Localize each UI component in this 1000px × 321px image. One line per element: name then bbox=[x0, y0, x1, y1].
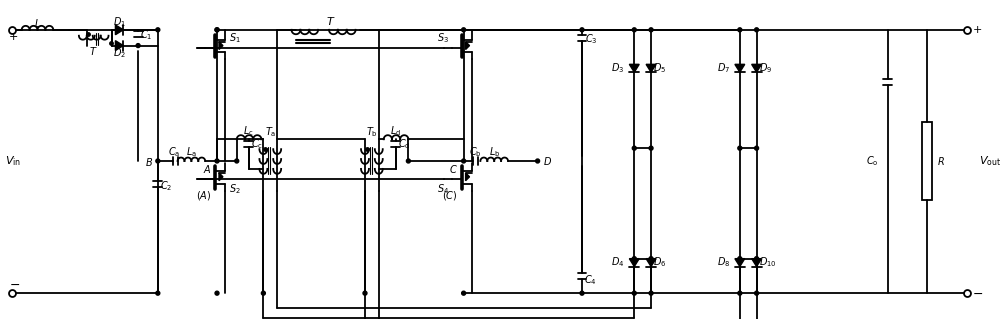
Text: $C_{\rm b}$: $C_{\rm b}$ bbox=[469, 145, 482, 159]
Text: $L_{\rm b}$: $L_{\rm b}$ bbox=[489, 145, 500, 159]
Circle shape bbox=[462, 159, 466, 163]
Text: +: + bbox=[9, 32, 18, 42]
Text: $C_{\rm c}$: $C_{\rm c}$ bbox=[251, 137, 264, 151]
Circle shape bbox=[406, 159, 410, 163]
Circle shape bbox=[755, 146, 759, 150]
Text: $-$: $-$ bbox=[972, 287, 983, 300]
Text: $T_{\rm a}$: $T_{\rm a}$ bbox=[265, 126, 276, 139]
Circle shape bbox=[215, 28, 219, 32]
Text: $D_7$: $D_7$ bbox=[717, 61, 730, 75]
Polygon shape bbox=[466, 42, 470, 49]
Circle shape bbox=[580, 28, 584, 32]
Text: $T$: $T$ bbox=[89, 46, 98, 57]
Circle shape bbox=[755, 28, 759, 32]
Text: $(A)$: $(A)$ bbox=[196, 189, 211, 202]
Text: $D_4$: $D_4$ bbox=[611, 256, 624, 270]
Circle shape bbox=[632, 146, 636, 150]
Text: $A$: $A$ bbox=[203, 163, 211, 175]
Polygon shape bbox=[646, 259, 656, 266]
Text: $-$: $-$ bbox=[9, 278, 20, 291]
Text: $C_{\rm o}$: $C_{\rm o}$ bbox=[866, 154, 879, 168]
Circle shape bbox=[462, 28, 466, 32]
Circle shape bbox=[261, 291, 265, 295]
Circle shape bbox=[738, 291, 742, 295]
Text: $L$: $L$ bbox=[34, 17, 41, 29]
Circle shape bbox=[580, 291, 584, 295]
Polygon shape bbox=[115, 25, 123, 35]
Circle shape bbox=[536, 159, 540, 163]
Text: $R$: $R$ bbox=[937, 155, 945, 167]
Text: $C_1$: $C_1$ bbox=[140, 28, 152, 42]
Text: $D_{10}$: $D_{10}$ bbox=[759, 256, 776, 270]
Circle shape bbox=[738, 146, 742, 150]
Bar bbox=[922, 122, 932, 200]
Text: $V_{\rm in}$: $V_{\rm in}$ bbox=[5, 154, 21, 168]
Polygon shape bbox=[735, 259, 745, 266]
Circle shape bbox=[755, 291, 759, 295]
Circle shape bbox=[738, 257, 742, 261]
Circle shape bbox=[215, 28, 219, 32]
Text: $L_{\rm c}$: $L_{\rm c}$ bbox=[243, 125, 254, 138]
Polygon shape bbox=[735, 64, 745, 72]
Text: $C_{\rm d}$: $C_{\rm d}$ bbox=[398, 137, 411, 151]
Circle shape bbox=[215, 291, 219, 295]
Text: $S_1$: $S_1$ bbox=[229, 31, 241, 45]
Polygon shape bbox=[115, 41, 123, 50]
Circle shape bbox=[156, 291, 160, 295]
Text: $D_1$: $D_1$ bbox=[113, 15, 126, 29]
Polygon shape bbox=[752, 259, 762, 266]
Circle shape bbox=[363, 291, 367, 295]
Circle shape bbox=[215, 159, 219, 163]
Text: $C_2$: $C_2$ bbox=[160, 179, 172, 193]
Text: $(C)$: $(C)$ bbox=[442, 189, 458, 202]
Circle shape bbox=[755, 257, 759, 261]
Text: $V_{\rm out}$: $V_{\rm out}$ bbox=[979, 154, 1000, 168]
Text: $C_4$: $C_4$ bbox=[584, 273, 597, 287]
Circle shape bbox=[649, 291, 653, 295]
Text: $T$: $T$ bbox=[326, 15, 335, 27]
Text: $L_{\rm d}$: $L_{\rm d}$ bbox=[390, 125, 401, 138]
Text: $C_3$: $C_3$ bbox=[585, 32, 597, 46]
Text: $S_2$: $S_2$ bbox=[229, 182, 241, 195]
Circle shape bbox=[156, 159, 160, 163]
Circle shape bbox=[632, 257, 636, 261]
Text: $L_{\rm a}$: $L_{\rm a}$ bbox=[186, 145, 197, 159]
Circle shape bbox=[649, 257, 653, 261]
Text: $S_4$: $S_4$ bbox=[437, 182, 449, 195]
Text: $S_3$: $S_3$ bbox=[437, 31, 449, 45]
Polygon shape bbox=[752, 64, 762, 72]
Polygon shape bbox=[629, 259, 639, 266]
Circle shape bbox=[462, 291, 466, 295]
Circle shape bbox=[136, 44, 140, 48]
Text: $D_9$: $D_9$ bbox=[759, 61, 772, 75]
Text: $D_3$: $D_3$ bbox=[611, 61, 624, 75]
Text: $D_8$: $D_8$ bbox=[717, 256, 730, 270]
Circle shape bbox=[235, 159, 239, 163]
Circle shape bbox=[632, 291, 636, 295]
Text: $D_2$: $D_2$ bbox=[113, 47, 126, 60]
Circle shape bbox=[738, 28, 742, 32]
Polygon shape bbox=[629, 64, 639, 72]
Text: $D_6$: $D_6$ bbox=[653, 256, 666, 270]
Text: $B$: $B$ bbox=[145, 156, 153, 168]
Text: $D$: $D$ bbox=[543, 155, 552, 167]
Polygon shape bbox=[646, 64, 656, 72]
Text: $D_5$: $D_5$ bbox=[653, 61, 666, 75]
Circle shape bbox=[649, 28, 653, 32]
Circle shape bbox=[156, 28, 160, 32]
Text: $T_{\rm b}$: $T_{\rm b}$ bbox=[366, 126, 378, 139]
Text: $+$: $+$ bbox=[972, 24, 982, 35]
Polygon shape bbox=[219, 173, 223, 181]
Polygon shape bbox=[466, 173, 470, 181]
Text: $C$: $C$ bbox=[449, 163, 458, 175]
Text: $C_{\rm a}$: $C_{\rm a}$ bbox=[168, 145, 181, 159]
Circle shape bbox=[632, 28, 636, 32]
Polygon shape bbox=[219, 42, 223, 49]
Circle shape bbox=[649, 146, 653, 150]
